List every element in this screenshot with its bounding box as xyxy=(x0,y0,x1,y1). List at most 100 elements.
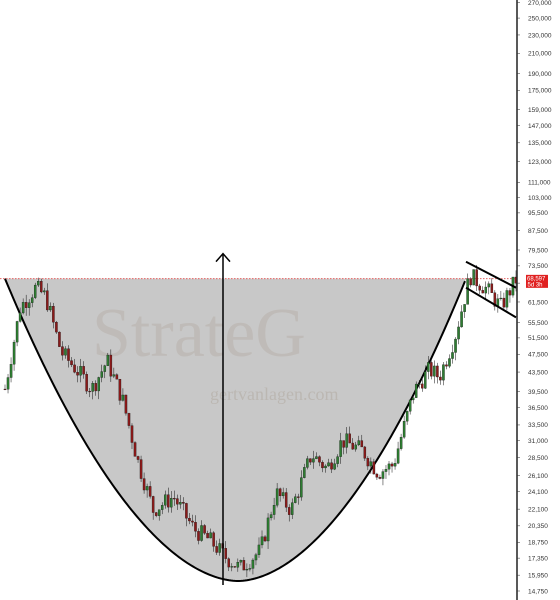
y-tick-label: 111,000 xyxy=(528,180,551,187)
candle-body xyxy=(396,448,400,464)
y-tick-label: 31,000 xyxy=(528,438,548,445)
candle-body xyxy=(351,442,354,450)
y-tick-label: 33,500 xyxy=(528,422,548,429)
candle-body xyxy=(52,306,55,323)
candle-body xyxy=(115,374,119,380)
candle-body xyxy=(384,469,388,472)
candle-body xyxy=(278,488,282,497)
candle-body xyxy=(94,383,97,392)
candle-body xyxy=(182,502,185,504)
candle-body xyxy=(463,304,466,312)
candle-body xyxy=(188,518,191,522)
candle-body xyxy=(372,461,376,475)
candle-body xyxy=(360,440,364,448)
candle-body xyxy=(224,548,227,559)
y-tick-label: 73,500 xyxy=(528,263,548,270)
candle-body xyxy=(266,517,270,542)
y-tick-label: 103,000 xyxy=(528,195,552,202)
candle-body xyxy=(148,486,152,497)
candle-body xyxy=(321,462,324,469)
candle-body xyxy=(209,532,212,539)
candle-body xyxy=(303,467,306,478)
price-tag-value: 68,597 xyxy=(527,277,546,283)
candle-body xyxy=(67,348,70,361)
arrow-head-icon xyxy=(215,252,231,263)
candle-body xyxy=(230,566,234,568)
candle-body xyxy=(475,269,478,287)
candle-body xyxy=(167,494,170,508)
candle-body xyxy=(306,458,309,468)
candle-body xyxy=(290,502,294,515)
cup-shaded-area xyxy=(5,278,466,581)
candle-body xyxy=(357,440,361,446)
candle-body xyxy=(12,341,16,365)
candle-body xyxy=(451,352,454,359)
y-tick-label: 159,000 xyxy=(528,107,552,114)
candle-body xyxy=(294,496,297,503)
candle-body xyxy=(411,397,415,401)
y-tick-label: 22,100 xyxy=(528,506,548,513)
candle-body xyxy=(136,456,140,460)
y-tick-label: 14,750 xyxy=(528,588,548,595)
candle-body xyxy=(43,290,46,293)
candle-body xyxy=(297,496,300,498)
candle-body xyxy=(466,278,469,305)
price-tag-countdown: 5d 3h xyxy=(528,282,543,288)
candle-body xyxy=(185,503,188,519)
candle-body xyxy=(227,558,231,568)
price-candles xyxy=(3,264,518,578)
candle-body xyxy=(260,536,264,546)
candle-body xyxy=(18,312,22,322)
y-tick-label: 61,500 xyxy=(528,299,548,306)
candle-body xyxy=(436,365,439,378)
candle-body xyxy=(454,338,457,353)
candle-body xyxy=(424,371,427,389)
candle-body xyxy=(272,505,276,515)
candle-body xyxy=(405,411,409,422)
y-tick-label: 36,500 xyxy=(528,405,548,412)
y-tick-label: 18,750 xyxy=(528,540,548,547)
candle-body xyxy=(139,459,143,479)
y-tick-label: 51,500 xyxy=(528,335,548,342)
candle-body xyxy=(215,546,218,553)
watermark-logo-text: StrateG xyxy=(92,295,306,372)
candle-body xyxy=(61,346,64,356)
flag-upper-line xyxy=(465,260,517,289)
candle-body xyxy=(354,444,357,450)
candle-body xyxy=(30,297,34,303)
candle-body xyxy=(248,568,252,570)
candle-body xyxy=(103,365,107,372)
candle-body xyxy=(284,492,288,508)
candle-body xyxy=(430,362,433,377)
y-tick-label: 270,000 xyxy=(528,0,552,7)
candle-body xyxy=(46,290,49,311)
y-tick-label: 230,000 xyxy=(528,32,552,39)
candle-body xyxy=(55,321,58,333)
candle-body xyxy=(109,354,113,377)
candle-body xyxy=(309,458,312,463)
candle-body xyxy=(112,374,116,377)
candle-body xyxy=(369,461,373,467)
candle-body xyxy=(88,390,91,393)
y-tick-label: 147,000 xyxy=(528,123,552,130)
candle-body xyxy=(324,465,327,469)
candle-body xyxy=(37,281,40,286)
candle-body xyxy=(173,498,176,500)
y-tick-label: 17,350 xyxy=(528,555,548,562)
y-tick-label: 55,500 xyxy=(528,320,548,327)
candle-body xyxy=(15,321,19,343)
candle-body xyxy=(472,269,475,286)
watermark: StrateG gertvanlagen.com xyxy=(92,295,338,404)
candle-body xyxy=(6,377,10,390)
candle-body xyxy=(408,399,412,412)
candle-body xyxy=(64,348,67,356)
candle-body xyxy=(478,285,481,291)
candle-body xyxy=(378,477,382,479)
candle-body xyxy=(242,560,246,571)
cup-support-curve xyxy=(4,278,466,582)
candle-body xyxy=(505,290,509,308)
y-tick-label: 250,000 xyxy=(528,15,552,22)
candle-body xyxy=(203,525,206,534)
candle-body xyxy=(327,462,330,467)
